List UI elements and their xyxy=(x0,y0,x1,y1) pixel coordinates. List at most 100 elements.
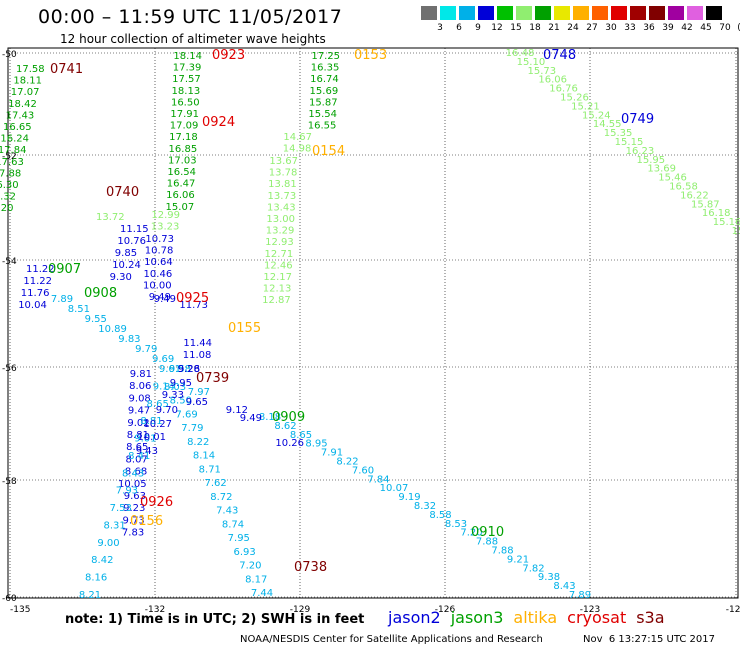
color-swatch xyxy=(478,6,494,20)
value-label: 16.35 xyxy=(311,63,340,74)
value-label: 7.97 xyxy=(188,387,210,398)
pass-time-label: 0924 xyxy=(202,115,235,130)
value-label: 16.76 xyxy=(549,84,578,95)
value-label: 7.84 xyxy=(367,474,389,485)
footer-timestamp: Nov 6 13:27:15 UTC 2017 xyxy=(583,634,715,645)
value-label: 10.04 xyxy=(18,300,47,311)
value-label: 9.49 xyxy=(154,294,176,305)
value-label: 10.05 xyxy=(118,479,147,490)
value-label: 17.25 xyxy=(311,51,340,62)
lon-tick-label: -123 xyxy=(580,605,600,615)
value-label: 8.07 xyxy=(126,454,148,465)
value-label: 13.72 xyxy=(96,212,125,223)
value-label: 15.54 xyxy=(308,109,337,120)
value-label: 18.13 xyxy=(172,86,201,97)
value-label: 7.93 xyxy=(116,486,138,497)
value-label: 8.50 xyxy=(170,396,192,407)
value-label: 9.70 xyxy=(156,405,178,416)
lat-tick-label: -58 xyxy=(2,477,17,487)
units-note: note: 1) Time is in UTC; 2) SWH is in fe… xyxy=(65,612,365,627)
color-swatch xyxy=(516,6,532,20)
lat-tick-label: -60 xyxy=(2,594,17,604)
value-label: 12.99 xyxy=(151,210,180,221)
color-swatch xyxy=(421,6,437,20)
value-label: 14.98 xyxy=(283,144,312,155)
value-label: 10.24 xyxy=(112,260,141,271)
value-label: 8.32 xyxy=(414,501,436,512)
value-label: 9.43 xyxy=(136,446,158,457)
value-label: 7.88 xyxy=(491,546,513,557)
value-label: 7.20 xyxy=(460,528,482,539)
value-label: 15.20 xyxy=(0,203,13,214)
lon-tick-label: -126 xyxy=(435,605,456,615)
value-label: 8.42 xyxy=(91,555,113,566)
lat-tick-label: -50 xyxy=(2,50,17,60)
pass-time-label: 0908 xyxy=(84,286,117,301)
color-scale-label: 39 xyxy=(662,23,674,33)
value-label: 9.23 xyxy=(123,503,145,514)
lon-tick-label: -120 xyxy=(726,605,740,615)
value-label: 9.49 xyxy=(149,292,171,303)
value-label: 17.39 xyxy=(173,63,202,74)
value-label: 15 xyxy=(732,226,740,237)
value-label: 8.43 xyxy=(553,581,575,592)
value-label: 16.65 xyxy=(3,122,32,133)
value-label: 7.89 xyxy=(569,590,591,601)
value-label: 16.50 xyxy=(171,97,200,108)
legend-item-altika: altika xyxy=(513,608,558,627)
value-label: 8.18 xyxy=(259,412,281,423)
value-label: 8.41 xyxy=(128,451,150,462)
lon-tick-label: -132 xyxy=(145,605,165,615)
value-label: 17.57 xyxy=(172,74,201,85)
value-label: 8.65 xyxy=(290,430,312,441)
value-label: 9.65 xyxy=(186,397,208,408)
value-label: 8.16 xyxy=(85,573,107,584)
color-scale-label: 33 xyxy=(624,23,636,33)
color-scale-label: 3 xyxy=(437,23,443,33)
value-label: 14.55 xyxy=(593,119,622,130)
lon-tick-label: -129 xyxy=(290,605,311,615)
value-label: 9.95 xyxy=(170,378,192,389)
value-label: 13.69 xyxy=(647,164,676,175)
plot-frame xyxy=(7,47,739,599)
value-label: 9.63 xyxy=(124,491,146,502)
color-swatch xyxy=(459,6,475,20)
value-label: 10.78 xyxy=(145,246,174,257)
value-label: 16.48 xyxy=(506,48,535,59)
value-label: 13.67 xyxy=(269,156,298,167)
value-label: 10.89 xyxy=(98,324,127,335)
value-label: 9.49 xyxy=(240,413,262,424)
value-label: 9.83 xyxy=(118,334,140,345)
pass-time-label: 0154 xyxy=(312,144,345,159)
value-label: 9.08 xyxy=(129,393,151,404)
value-label: 16.74 xyxy=(310,74,339,85)
color-scale-label: 6 xyxy=(456,23,462,33)
value-label: 8.81 xyxy=(127,430,149,441)
value-label: 10.00 xyxy=(143,280,172,291)
value-label: 7.44 xyxy=(251,588,273,599)
value-label: 8.43 xyxy=(122,468,144,479)
value-label: 9.21 xyxy=(507,554,529,565)
value-label: 10.07 xyxy=(380,483,409,494)
value-label: 9.38 xyxy=(538,572,560,583)
value-label: 16.06 xyxy=(538,75,567,86)
value-label: 11.76 xyxy=(21,288,50,299)
value-label: 7.79 xyxy=(181,423,203,434)
pass-time-label: 0910 xyxy=(471,525,504,540)
value-label: 7.95 xyxy=(228,533,250,544)
value-label: 13.78 xyxy=(269,168,298,179)
value-label: 12.13 xyxy=(263,284,292,295)
value-label: 13.81 xyxy=(268,179,297,190)
color-swatch xyxy=(668,6,684,20)
value-label: 8.31 xyxy=(103,520,125,531)
lon-tick-label: -135 xyxy=(10,605,30,615)
pass-time-label: 0925 xyxy=(176,291,209,306)
pass-time-label: 0926 xyxy=(140,495,173,510)
value-label: 17.09 xyxy=(170,121,199,132)
color-swatch xyxy=(706,6,722,20)
value-label: 11.15 xyxy=(120,224,149,235)
satellite-legend: jason2 jason3 altika cryosat s3a xyxy=(388,608,675,627)
value-label: 7.88 xyxy=(476,537,498,548)
value-label: 6.93 xyxy=(233,547,255,558)
color-swatch xyxy=(554,6,570,20)
